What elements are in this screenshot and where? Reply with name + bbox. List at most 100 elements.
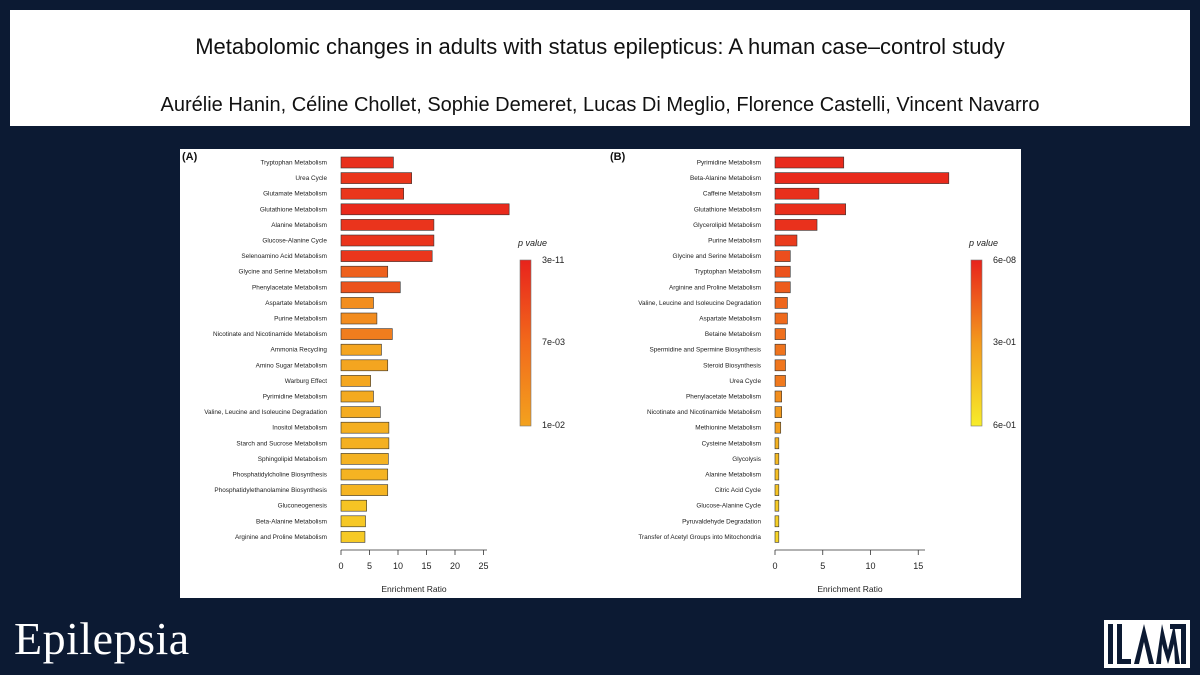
category-label: Sphingolipid Metabolism [258, 456, 327, 463]
bar [340, 406, 381, 418]
category-label: Beta-Alanine Metabolism [690, 175, 761, 182]
bar [774, 312, 788, 325]
panel-label: (B) [610, 151, 626, 163]
bar [774, 531, 780, 543]
category-label: Alanine Metabolism [705, 472, 761, 479]
x-tick-label: 25 [478, 561, 488, 571]
category-label: Caffeine Metabolism [703, 191, 761, 198]
category-label: Glutathione Metabolism [260, 206, 327, 213]
bar [340, 281, 401, 294]
ilae-logo [1104, 620, 1190, 668]
x-tick-label: 5 [820, 561, 825, 571]
legend-title: p value [968, 238, 998, 248]
category-label: Glycolysis [732, 456, 761, 463]
category-label: Glutathione Metabolism [694, 206, 761, 213]
bar [340, 297, 374, 309]
bar [340, 390, 374, 403]
category-label: Urea Cycle [729, 378, 761, 385]
x-tick-label: 0 [772, 561, 777, 571]
category-label: Valine, Leucine and Isoleucine Degradati… [204, 409, 327, 416]
bar [340, 328, 393, 340]
category-label: Phosphatidylcholine Biosynthesis [233, 472, 328, 479]
category-label: Valine, Leucine and Isoleucine Degradati… [638, 300, 761, 307]
legend-title: p value [517, 238, 547, 248]
bar [340, 343, 382, 356]
legend-label: 3e-01 [993, 337, 1016, 347]
x-axis-title: Enrichment Ratio [381, 584, 446, 594]
bar [340, 468, 389, 481]
category-label: Pyrimidine Metabolism [697, 160, 761, 167]
category-label: Gluconeogenesis [278, 503, 327, 510]
category-label: Aspartate Metabolism [265, 300, 327, 307]
x-tick-label: 15 [913, 561, 923, 571]
legend-label: 7e-03 [542, 337, 565, 347]
legend-colorbar [519, 259, 532, 427]
category-label: Tryptophan Metabolism [694, 269, 761, 276]
bar [774, 453, 780, 465]
bar [774, 187, 820, 200]
category-label: Steroid Biosynthesis [703, 362, 761, 369]
legend-label: 6e-01 [993, 420, 1016, 430]
category-label: Purine Metabolism [708, 238, 761, 245]
category-label: Nicotinate and Nicotinamide Metabolism [647, 409, 761, 416]
bar [340, 484, 389, 496]
x-tick-label: 20 [450, 561, 460, 571]
category-label: Alanine Metabolism [271, 222, 327, 229]
bar [340, 499, 367, 512]
category-label: Ammonia Recycling [271, 347, 328, 354]
category-label: Cysteine Metabolism [702, 440, 761, 447]
bar [340, 156, 394, 169]
bar [774, 234, 798, 247]
category-label: Glycerolipid Metabolism [693, 222, 761, 229]
category-label: Arginine and Proline Metabolism [235, 534, 327, 541]
category-label: Glutamate Metabolism [263, 191, 327, 198]
bar [774, 406, 782, 418]
bar [340, 172, 412, 184]
bar [340, 453, 389, 465]
bar [774, 219, 818, 231]
category-label: Betaine Metabolism [705, 331, 761, 338]
bar [340, 359, 389, 372]
bar [340, 187, 405, 200]
x-axis-title: Enrichment Ratio [817, 584, 882, 594]
bar [340, 265, 389, 278]
bar [340, 375, 371, 387]
category-label: Citric Acid Cycle [715, 487, 762, 494]
bar [774, 421, 782, 434]
bar [774, 484, 780, 496]
x-tick-label: 5 [367, 561, 372, 571]
category-label: Purine Metabolism [274, 316, 327, 323]
category-label: Urea Cycle [295, 175, 327, 182]
bar [774, 281, 791, 294]
bar [774, 156, 845, 169]
category-label: Methionine Metabolism [695, 425, 761, 432]
bar [774, 437, 780, 450]
bar [340, 219, 435, 231]
panel-label: (A) [182, 151, 198, 163]
x-tick-label: 10 [393, 561, 403, 571]
legend-label: 3e-11 [542, 255, 564, 265]
article-title: Metabolomic changes in adults with statu… [195, 34, 1005, 59]
bar [774, 499, 780, 512]
legend-colorbar [970, 259, 983, 427]
bar [340, 437, 390, 450]
bar [340, 234, 435, 247]
category-label: Glycine and Serine Metabolism [239, 269, 327, 276]
bar [340, 312, 378, 325]
category-label: Phosphatidylethanolamine Biosynthesis [214, 487, 327, 494]
article-authors: Aurélie Hanin, Céline Chollet, Sophie De… [160, 94, 1040, 116]
category-label: Arginine and Proline Metabolism [669, 284, 761, 291]
legend-label: 1e-02 [542, 420, 565, 430]
category-label: Selenoamino Acid Metabolism [241, 253, 327, 260]
bar [774, 468, 780, 481]
bar [340, 250, 433, 262]
category-label: Glucose-Alanine Cycle [262, 238, 327, 245]
bar [774, 359, 786, 372]
journal-logo: Epilepsia [14, 613, 190, 664]
bar [774, 203, 846, 216]
category-label: Pyruvaldehyde Degradation [682, 518, 761, 525]
category-label: Glucose-Alanine Cycle [696, 503, 761, 510]
bar [774, 390, 782, 403]
bar [774, 328, 786, 340]
category-label: Starch and Sucrose Metabolism [236, 440, 327, 447]
